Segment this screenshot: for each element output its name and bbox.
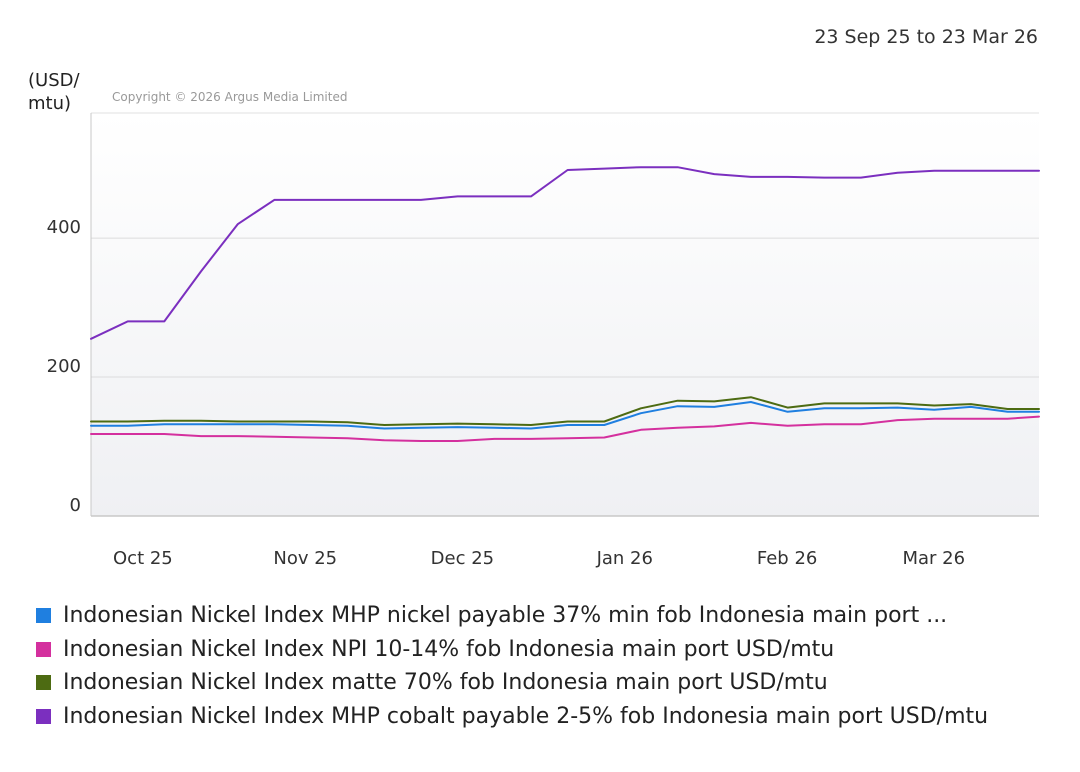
- legend-swatch: [36, 675, 51, 691]
- legend-item[interactable]: Indonesian Nickel Index MHP nickel payab…: [36, 599, 988, 633]
- x-tick-label: Nov 25: [273, 548, 337, 569]
- y-axis-unit-line1: (USD/: [28, 70, 80, 91]
- x-tick-label: Dec 25: [431, 548, 494, 569]
- legend-label: Indonesian Nickel Index NPI 10-14% fob I…: [63, 636, 835, 662]
- copyright-notice: Copyright © 2026 Argus Media Limited: [112, 90, 348, 104]
- x-tick-label: Feb 26: [757, 548, 818, 569]
- legend-swatch: [36, 641, 51, 657]
- legend-item[interactable]: Indonesian Nickel Index NPI 10-14% fob I…: [36, 633, 988, 667]
- legend-label: Indonesian Nickel Index MHP cobalt payab…: [63, 704, 989, 730]
- x-tick-label: Oct 25: [113, 548, 173, 569]
- series-line-3: [90, 396, 1040, 426]
- legend-item[interactable]: Indonesian Nickel Index MHP cobalt payab…: [36, 700, 988, 734]
- legend-swatch: [36, 709, 51, 725]
- plot-area: [91, 113, 1039, 516]
- chart-legend: Indonesian Nickel Index MHP nickel payab…: [36, 599, 988, 733]
- y-tick-label-200: 200: [47, 356, 81, 377]
- x-tick-label: Jan 26: [596, 548, 653, 569]
- legend-item[interactable]: Indonesian Nickel Index matte 70% fob In…: [36, 666, 988, 700]
- line-chart: 0 200 400 Oct 25 Nov 25 Dec 25 Jan 26 Feb 26 Mar…: [47, 112, 1040, 569]
- legend-label: Indonesian Nickel Index MHP nickel payab…: [63, 603, 948, 629]
- series-line-4: [90, 166, 1040, 340]
- y-tick-label-0: 0: [70, 495, 81, 516]
- legend-swatch: [36, 608, 51, 624]
- date-range: 23 Sep 25 to 23 Mar 26: [814, 26, 1038, 48]
- x-tick-label: Mar 26: [902, 548, 965, 569]
- y-tick-label-400: 400: [47, 217, 81, 238]
- y-axis-unit-label: (USD/ mtu): [28, 69, 80, 115]
- y-axis-unit-line2: mtu): [28, 93, 72, 114]
- legend-label: Indonesian Nickel Index matte 70% fob In…: [63, 670, 828, 696]
- series-line-2: [90, 415, 1040, 442]
- series-line-1: [90, 401, 1040, 430]
